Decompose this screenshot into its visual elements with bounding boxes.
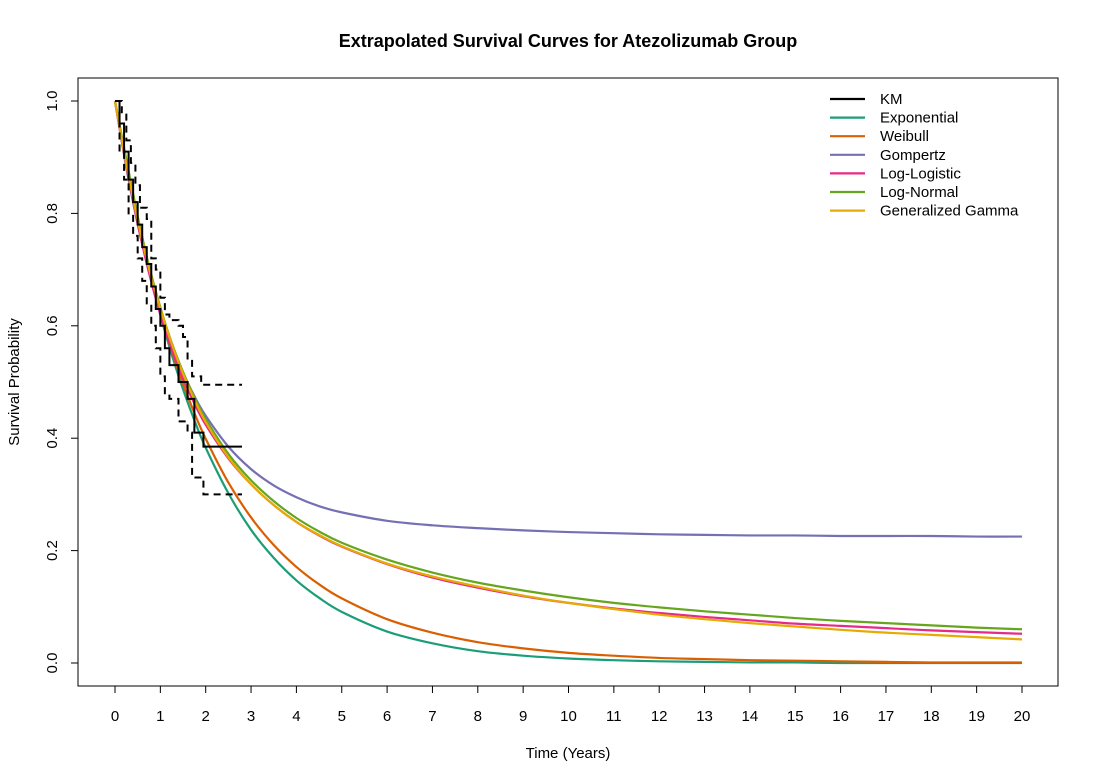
x-tick-label: 13 [696, 708, 713, 725]
legend-label-log-logistic: Log-Logistic [880, 165, 961, 182]
legend-label-weibull: Weibull [880, 128, 929, 145]
legend-label-gompertz: Gompertz [880, 147, 946, 164]
x-tick-label: 19 [968, 708, 985, 725]
y-tick-label: 0.2 [44, 540, 61, 561]
x-axis-label: Time (Years) [526, 745, 611, 762]
chart-title: Extrapolated Survival Curves for Atezoli… [339, 31, 797, 51]
x-tick-label: 20 [1014, 708, 1031, 725]
x-tick-label: 15 [787, 708, 804, 725]
x-tick-label: 7 [428, 708, 436, 725]
legend-label-exponential: Exponential [880, 110, 958, 127]
x-tick-label: 14 [742, 708, 759, 725]
y-axis-label: Survival Probability [6, 318, 23, 446]
x-tick-label: 6 [383, 708, 391, 725]
x-tick-label: 5 [338, 708, 346, 725]
x-tick-label: 18 [923, 708, 940, 725]
km-upper-ci [115, 100, 242, 386]
y-tick-label: 0.0 [44, 653, 61, 674]
km-layer [115, 100, 242, 496]
x-tick-label: 0 [111, 708, 119, 725]
x-tick-label: 2 [202, 708, 210, 725]
legend-label-log-normal: Log-Normal [880, 184, 958, 201]
x-tick-label: 12 [651, 708, 668, 725]
x-axis: 0 1 2 3 4 5 6 7 8 9 10 11 12 13 14 15 16 17 18 19 20 [111, 685, 1031, 725]
x-tick-label: 4 [292, 708, 300, 725]
x-tick-label: 1 [156, 708, 164, 725]
legend-label-generalized-gamma: Generalized Gamma [880, 203, 1019, 220]
x-tick-label: 16 [832, 708, 849, 725]
y-tick-label: 0.4 [44, 428, 61, 449]
x-tick-label: 9 [519, 708, 527, 725]
km-lower-ci [115, 100, 242, 496]
y-tick-label: 1.0 [44, 91, 61, 112]
legend-label-km: KM [880, 91, 903, 108]
x-tick-label: 3 [247, 708, 255, 725]
km-estimate [115, 100, 242, 448]
y-tick-label: 0.6 [44, 315, 61, 336]
y-tick-label: 0.8 [44, 203, 61, 224]
series-line-generalized-gamma [113, 100, 1023, 641]
x-tick-label: 11 [606, 708, 622, 725]
x-tick-label: 8 [474, 708, 482, 725]
x-tick-label: 17 [878, 708, 895, 725]
x-tick-label: 10 [560, 708, 577, 725]
y-axis: 0.0 0.2 0.4 0.6 0.8 1.0 [44, 91, 79, 674]
